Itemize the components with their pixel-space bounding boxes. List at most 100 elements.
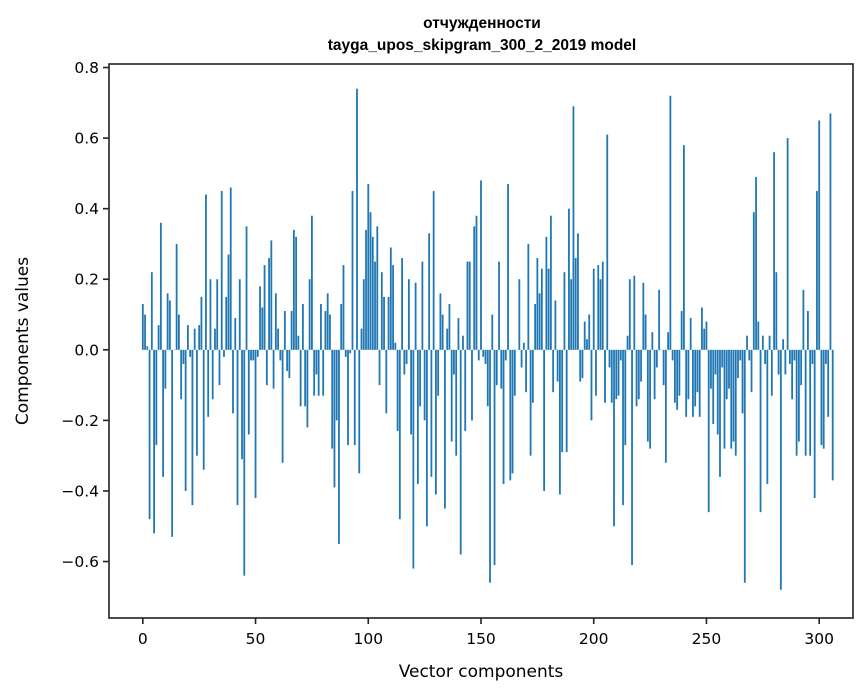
bar	[232, 349, 234, 414]
bar	[175, 243, 178, 350]
bar	[256, 349, 259, 357]
y-tick-label: −0.4	[61, 482, 99, 500]
bar	[820, 349, 823, 446]
bar	[540, 268, 543, 350]
bar	[635, 349, 638, 407]
bar	[376, 226, 379, 350]
bar	[680, 311, 683, 350]
bar	[739, 349, 742, 361]
bar	[574, 258, 577, 350]
bar	[662, 349, 665, 386]
bar	[500, 349, 503, 389]
bar	[187, 325, 189, 350]
bar	[360, 328, 363, 350]
bar	[250, 349, 252, 361]
bar	[673, 349, 676, 403]
bar	[545, 236, 548, 350]
bar	[606, 134, 609, 350]
bar	[531, 349, 534, 403]
bar	[694, 349, 697, 407]
bar	[493, 349, 496, 566]
y-tick-label: 0.6	[74, 130, 99, 148]
bar	[775, 272, 778, 350]
bar	[329, 314, 331, 350]
bar	[804, 349, 807, 456]
bar	[534, 303, 537, 350]
bar	[200, 296, 203, 350]
bar	[631, 349, 633, 566]
bar	[829, 113, 832, 350]
bar	[782, 339, 785, 350]
bar	[622, 349, 624, 506]
bar	[825, 349, 827, 364]
bar	[698, 349, 701, 417]
bar	[676, 349, 679, 410]
bar	[655, 349, 658, 368]
bar	[437, 349, 440, 396]
bar	[324, 311, 327, 350]
bar	[552, 349, 555, 393]
bar	[358, 349, 361, 474]
bar	[157, 325, 160, 350]
bar	[703, 328, 706, 350]
bar	[613, 349, 615, 527]
bar	[599, 279, 602, 350]
y-tick-label: 0.4	[74, 200, 99, 218]
bar	[653, 349, 656, 400]
bar	[353, 349, 356, 446]
bar	[818, 120, 821, 350]
bar	[356, 88, 358, 350]
bar	[561, 349, 564, 453]
bar	[755, 176, 757, 350]
bar	[349, 349, 352, 354]
x-axis: 0 50 100 150 200 250 300	[138, 618, 834, 648]
bar	[191, 349, 194, 506]
bar	[455, 349, 458, 456]
bar	[313, 349, 316, 396]
bar	[644, 314, 647, 350]
bar	[748, 349, 751, 361]
bar	[538, 293, 541, 350]
bar	[649, 349, 651, 449]
bar	[637, 349, 640, 400]
bar	[529, 349, 532, 456]
bar	[495, 349, 498, 386]
bar	[168, 300, 171, 350]
bar	[209, 279, 212, 350]
bar	[351, 191, 354, 350]
bar	[290, 311, 293, 350]
bar	[441, 314, 444, 350]
bar	[270, 240, 273, 350]
bar	[509, 349, 512, 481]
bar	[254, 349, 257, 499]
bar	[457, 318, 460, 350]
bar	[155, 349, 158, 446]
bar	[234, 318, 237, 350]
bar	[380, 272, 383, 350]
bar	[444, 349, 446, 509]
y-axis: −0.6 −0.4 −0.2 0.0 0.2 0.4 0.6 0.8	[61, 59, 109, 571]
bar	[601, 261, 604, 350]
bar	[741, 349, 744, 414]
bar	[597, 265, 600, 350]
bar	[241, 349, 243, 460]
bar	[392, 265, 394, 350]
bar	[144, 314, 146, 350]
bar	[171, 349, 174, 537]
bar	[243, 349, 246, 576]
bar	[608, 349, 611, 368]
bar	[378, 349, 381, 386]
bar	[371, 236, 374, 350]
bar	[746, 335, 748, 350]
bar	[498, 261, 500, 350]
bar	[807, 311, 809, 350]
bar	[788, 349, 791, 364]
bar	[615, 349, 618, 400]
bar	[786, 138, 789, 350]
bar	[619, 349, 622, 361]
x-tick-label: 250	[692, 630, 722, 648]
bar	[439, 293, 442, 350]
bar	[205, 194, 207, 350]
bar	[640, 349, 642, 382]
bar	[646, 349, 649, 442]
